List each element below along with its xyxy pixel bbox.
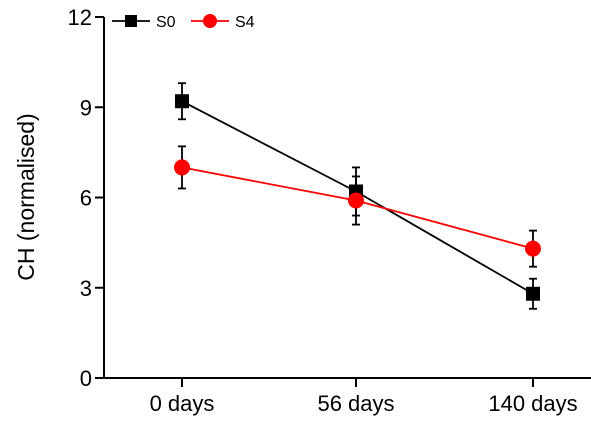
legend-item-S4: S4 (191, 14, 255, 31)
y-axis: 0 3 6 9 12 (68, 5, 105, 391)
point-S0-0 (175, 94, 189, 109)
point-S0-2 (526, 286, 540, 301)
legend-item-S0: S0 (112, 14, 176, 31)
x-tick-label-1: 56 days (317, 391, 394, 416)
y-tick-label-2: 6 (80, 186, 92, 211)
point-S4-1 (348, 192, 364, 209)
x-tick-label-2: 140 days (488, 391, 577, 416)
legend: S0 S4 (112, 14, 255, 31)
series-S4 (174, 145, 541, 268)
y-axis-title: CH (normalised) (13, 113, 39, 280)
legend-marker-S4 (203, 14, 217, 28)
series-layer (174, 82, 541, 310)
y-tick-label-3: 9 (80, 95, 92, 120)
legend-marker-S0 (125, 15, 137, 27)
y-ticks: 0 3 6 9 12 (68, 5, 104, 391)
y-tick-label-0: 0 (80, 366, 92, 391)
x-tick-label-0: 0 days (150, 391, 215, 416)
x-ticks: 0 days 56 days 140 days (150, 378, 578, 416)
x-axis: 0 days 56 days 140 days (104, 377, 591, 416)
legend-label-S4: S4 (235, 14, 255, 31)
y-tick-label-4: 12 (68, 5, 92, 30)
y-tick-label-1: 3 (80, 276, 92, 301)
point-S4-0 (174, 159, 190, 176)
legend-label-S0: S0 (156, 14, 176, 31)
point-S4-2 (525, 240, 541, 257)
